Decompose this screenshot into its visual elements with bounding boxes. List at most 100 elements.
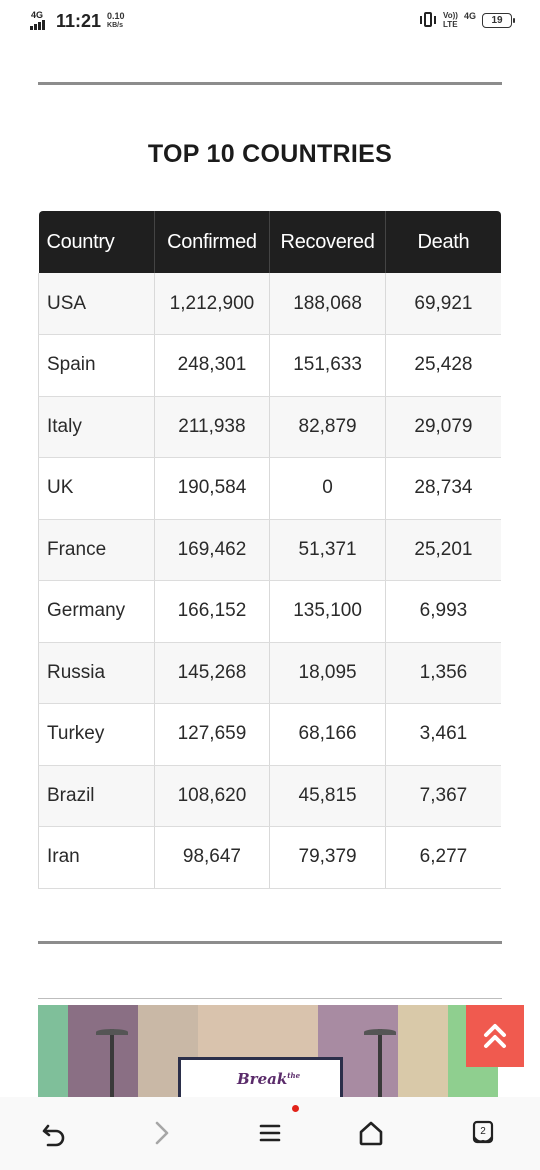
- network-speed: 0.10 KB/s: [107, 12, 125, 30]
- cell-death: 28,734: [385, 457, 501, 520]
- cell-recovered: 0: [269, 457, 386, 520]
- cell-country: Iran: [38, 826, 155, 889]
- divider-bottom: [38, 941, 502, 944]
- tabs-count: 2: [480, 1126, 486, 1137]
- vibrate-icon: [419, 11, 437, 29]
- cell-recovered: 135,100: [269, 580, 386, 643]
- cell-country: Italy: [38, 396, 155, 458]
- table-row: Brazil 108,620 45,815 7,367: [38, 765, 501, 827]
- cell-death: 25,201: [385, 519, 501, 581]
- network-type-label: 4G: [31, 10, 44, 20]
- column-header-death: Death: [385, 211, 501, 273]
- table-row: USA 1,212,900 188,068 69,921: [38, 273, 501, 335]
- cell-death: 7,367: [385, 765, 501, 827]
- divider-top: [38, 82, 502, 85]
- back-icon: [42, 1124, 65, 1147]
- status-bar-left: 4G 11:21 0.10 KB/s: [30, 10, 125, 32]
- menu-button[interactable]: [252, 1115, 288, 1151]
- cell-country: USA: [38, 273, 155, 335]
- network-speed-value: 0.10: [107, 11, 125, 21]
- scroll-to-top-button[interactable]: [466, 1005, 524, 1067]
- cell-recovered: 18,095: [269, 642, 386, 704]
- network-4g-label: 4G: [463, 11, 476, 21]
- table-row: Iran 98,647 79,379 6,277: [38, 826, 501, 889]
- cell-death: 1,356: [385, 642, 501, 704]
- banner-street-lamp: [96, 1029, 128, 1097]
- countries-table-container: Country Confirmed Recovered Death USA 1,2…: [38, 211, 501, 889]
- home-button[interactable]: [353, 1115, 389, 1151]
- table-row: Italy 211,938 82,879 29,079: [38, 396, 501, 458]
- cell-death: 6,993: [385, 580, 501, 643]
- clock: 11:21: [56, 11, 102, 31]
- status-bar-right: Vo)) LTE 4G 19: [419, 11, 515, 29]
- cell-country: Turkey: [38, 703, 155, 766]
- cell-confirmed: 190,584: [154, 457, 271, 520]
- cell-country: France: [38, 519, 155, 581]
- cell-recovered: 51,371: [269, 519, 386, 581]
- column-header-recovered: Recovered: [269, 211, 386, 273]
- cell-recovered: 188,068: [269, 273, 386, 335]
- banner-street-lamp: [364, 1029, 396, 1097]
- table-row: Russia 145,268 18,095 1,356: [38, 642, 501, 704]
- cell-death: 6,277: [385, 826, 501, 889]
- ad-banner[interactable]: Breakthe: [38, 1005, 498, 1097]
- cell-country: Brazil: [38, 765, 155, 827]
- table-header: Country Confirmed Recovered Death: [38, 211, 501, 273]
- cell-confirmed: 1,212,900: [154, 273, 271, 335]
- battery-level: 19: [491, 14, 503, 26]
- table-header-row: Country Confirmed Recovered Death: [38, 211, 501, 273]
- signal-bars: [30, 20, 45, 30]
- home-icon: [359, 1121, 383, 1146]
- cell-confirmed: 145,268: [154, 642, 271, 704]
- cell-death: 69,921: [385, 273, 501, 335]
- cell-country: Germany: [38, 580, 155, 643]
- cell-confirmed: 211,938: [154, 396, 271, 458]
- cell-recovered: 79,379: [269, 826, 386, 889]
- table-row: UK 190,584 0 28,734: [38, 457, 501, 520]
- table-row: Germany 166,152 135,100 6,993: [38, 580, 501, 643]
- cell-country: Spain: [38, 334, 155, 397]
- cell-death: 29,079: [385, 396, 501, 458]
- column-header-country: Country: [38, 211, 155, 273]
- cell-death: 3,461: [385, 703, 501, 766]
- cell-country: Russia: [38, 642, 155, 704]
- banner-sign-text: Breakthe: [237, 1070, 301, 1088]
- divider-thin: [38, 998, 502, 999]
- tabs-button[interactable]: 2: [465, 1115, 501, 1151]
- back-button[interactable]: [36, 1115, 72, 1151]
- tabs-icon: 2: [472, 1120, 494, 1144]
- browser-navbar: 2: [0, 1097, 540, 1170]
- network-speed-unit: KB/s: [107, 22, 123, 29]
- volte-indicator: Vo)) LTE: [443, 11, 458, 29]
- cell-confirmed: 248,301: [154, 334, 271, 397]
- cell-death: 25,428: [385, 334, 501, 397]
- countries-table: Country Confirmed Recovered Death USA 1,2…: [38, 211, 501, 889]
- cell-recovered: 68,166: [269, 703, 386, 766]
- cell-confirmed: 98,647: [154, 826, 271, 889]
- status-bar: 4G 11:21 0.10 KB/s Vo)) LTE 4G 19: [0, 0, 540, 44]
- banner-building: [398, 1005, 448, 1097]
- table-row: France 169,462 51,371 25,201: [38, 519, 501, 581]
- table-body: USA 1,212,900 188,068 69,921 Spain 248,301 151…: [38, 273, 501, 889]
- cell-recovered: 151,633: [269, 334, 386, 397]
- volte-bottom: LTE: [443, 20, 458, 29]
- menu-notification-dot: [292, 1105, 299, 1112]
- volte-top: Vo)): [443, 11, 458, 20]
- menu-icon: [259, 1124, 281, 1142]
- cell-confirmed: 169,462: [154, 519, 271, 581]
- cell-confirmed: 127,659: [154, 703, 271, 766]
- table-row: Turkey 127,659 68,166 3,461: [38, 703, 501, 766]
- cell-recovered: 45,815: [269, 765, 386, 827]
- table-row: Spain 248,301 151,633 25,428: [38, 334, 501, 397]
- column-header-confirmed: Confirmed: [154, 211, 271, 273]
- forward-button[interactable]: [143, 1115, 179, 1151]
- banner-building: [38, 1005, 68, 1097]
- battery-icon: 19: [482, 12, 515, 28]
- double-chevron-up-icon: [484, 1024, 506, 1048]
- page-title: TOP 10 COUNTRIES: [147, 140, 393, 168]
- cell-country: UK: [38, 457, 155, 520]
- banner-building: [68, 1005, 138, 1097]
- cell-confirmed: 166,152: [154, 580, 271, 643]
- cell-recovered: 82,879: [269, 396, 386, 458]
- forward-icon: [155, 1121, 169, 1145]
